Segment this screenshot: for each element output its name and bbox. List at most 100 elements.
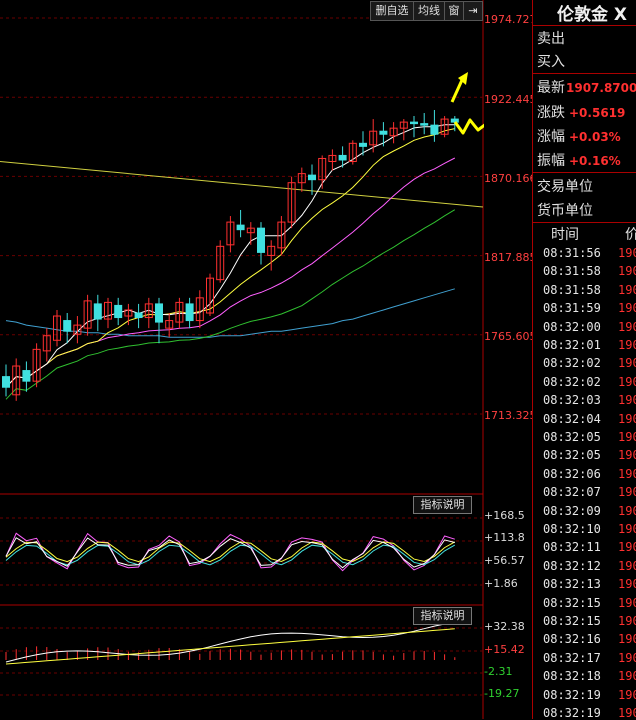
amp-value: +0.16% <box>569 154 621 168</box>
tick-time: 08:32:05 <box>543 448 601 463</box>
candle-body <box>257 227 265 253</box>
tick-price: 190 <box>618 650 636 665</box>
indicator-help-button-2[interactable]: 指标说明 <box>413 607 472 625</box>
tick-time: 08:32:15 <box>543 595 601 610</box>
candle-body <box>277 221 286 249</box>
ma30-line <box>5 209 456 400</box>
delete-watchlist-button[interactable]: 删自选 <box>370 1 414 21</box>
tick-price: 190 <box>618 246 636 260</box>
tick-price: 190 <box>618 301 636 316</box>
axis-label-ind1-4: +1.86 <box>484 577 518 590</box>
ind1-line-4 <box>5 537 455 569</box>
tick-time: 08:31:59 <box>543 301 601 316</box>
candle-body <box>450 118 459 123</box>
tick-time: 08:31:56 <box>543 246 601 260</box>
tick-time: 08:32:11 <box>543 540 601 555</box>
tick-time: 08:32:18 <box>543 669 601 684</box>
candle-body <box>63 320 72 332</box>
axis-label-ind2-4: -19.27 <box>484 687 520 700</box>
tick-price: 190 <box>618 448 636 463</box>
candle-body <box>104 301 112 320</box>
tick-price: 190 <box>618 503 636 518</box>
ma60-line <box>5 288 455 338</box>
candle-body <box>297 173 306 184</box>
window-button[interactable]: 窗 <box>444 1 464 21</box>
candle-body <box>440 118 449 135</box>
ind1-line-3 <box>5 544 456 566</box>
tick-price: 190 <box>618 282 636 297</box>
axis-label-ind1-3: +56.57 <box>484 554 525 567</box>
annotation-arrow-up-1 <box>450 79 464 103</box>
tick-time: 08:32:15 <box>543 614 601 628</box>
latest-value: 1907.8700 <box>566 81 636 95</box>
candle-body <box>185 303 194 322</box>
ticks-header-price: 价 <box>625 227 636 243</box>
tick-time: 08:32:06 <box>543 466 601 481</box>
candle-body <box>226 221 235 246</box>
macd-dif-line <box>5 623 455 663</box>
candle-body <box>155 303 163 323</box>
ind1-line-2 <box>5 541 456 563</box>
amp-label: 振幅 <box>537 153 565 169</box>
candle-body <box>42 335 51 352</box>
candle-body <box>114 304 123 319</box>
tick-time: 08:32:05 <box>543 430 601 444</box>
sell-label: 卖出 <box>537 31 565 47</box>
candle-body <box>175 301 184 323</box>
candle-body <box>389 127 398 137</box>
candle-body <box>430 124 439 135</box>
candle-body <box>338 154 347 161</box>
indicator-help-button-1[interactable]: 指标说明 <box>413 496 472 514</box>
latest-label: 最新 <box>537 80 565 96</box>
ind1-line-1 <box>5 532 455 572</box>
tick-time: 08:32:09 <box>543 503 601 518</box>
annotation-arrowhead <box>458 72 468 85</box>
candle-body <box>144 303 153 319</box>
candle-body <box>308 174 316 181</box>
tick-price: 190 <box>618 540 636 555</box>
tick-time: 08:32:02 <box>543 356 601 371</box>
tick-time: 08:32:19 <box>543 687 601 702</box>
candle-body <box>359 142 367 147</box>
candle-body <box>379 130 388 135</box>
axis-label-ind2-2: +15.42 <box>484 643 525 656</box>
quote-panel: 伦敦金 X 卖出 买入 最新1907.8700 涨跌 +0.5619 涨幅 +0.0… <box>532 0 636 720</box>
tick-price: 190 <box>618 614 636 628</box>
tick-time: 08:31:58 <box>543 264 601 279</box>
candle-body <box>410 121 418 125</box>
axis-label-ind1-1: +168.5 <box>484 509 525 522</box>
candle-body <box>2 376 10 388</box>
macd-dea-line <box>5 628 455 665</box>
tick-price: 190 <box>618 669 636 684</box>
candle-body <box>134 312 143 319</box>
change-value: +0.5619 <box>569 106 626 120</box>
candle-body <box>399 121 408 129</box>
candle-body <box>348 142 357 163</box>
axis-label-main-4: 1817.885 <box>484 251 537 264</box>
axis-label-main-2: 1922.445 <box>484 93 537 106</box>
collapse-button[interactable]: ⇥ <box>463 1 483 21</box>
pct-value: +0.03% <box>569 130 621 144</box>
ticks-header-time: 时间 <box>551 227 579 243</box>
candle-body <box>216 245 225 281</box>
change-label: 涨跌 <box>537 105 565 121</box>
pct-label: 涨幅 <box>537 129 565 145</box>
tick-price: 190 <box>618 632 636 647</box>
axis-label-ind2-3: -2.31 <box>484 665 513 678</box>
ma-line-button[interactable]: 均线 <box>413 1 445 21</box>
candle-body <box>195 297 204 322</box>
candle-body <box>246 227 255 234</box>
kline-chart[interactable] <box>0 0 484 719</box>
tick-price: 190 <box>618 430 636 444</box>
tick-time: 08:32:04 <box>543 411 601 426</box>
tick-price: 190 <box>618 319 636 334</box>
tick-time: 08:32:02 <box>543 374 601 389</box>
candle-body <box>53 315 61 341</box>
tick-time: 08:32:13 <box>543 577 601 592</box>
candle-body <box>328 154 337 163</box>
candle-body <box>124 309 133 317</box>
candle-body <box>93 303 102 320</box>
tick-price: 190 <box>618 558 636 573</box>
arrow-right-bar-icon: ⇥ <box>468 4 478 17</box>
candle-body <box>236 224 245 231</box>
